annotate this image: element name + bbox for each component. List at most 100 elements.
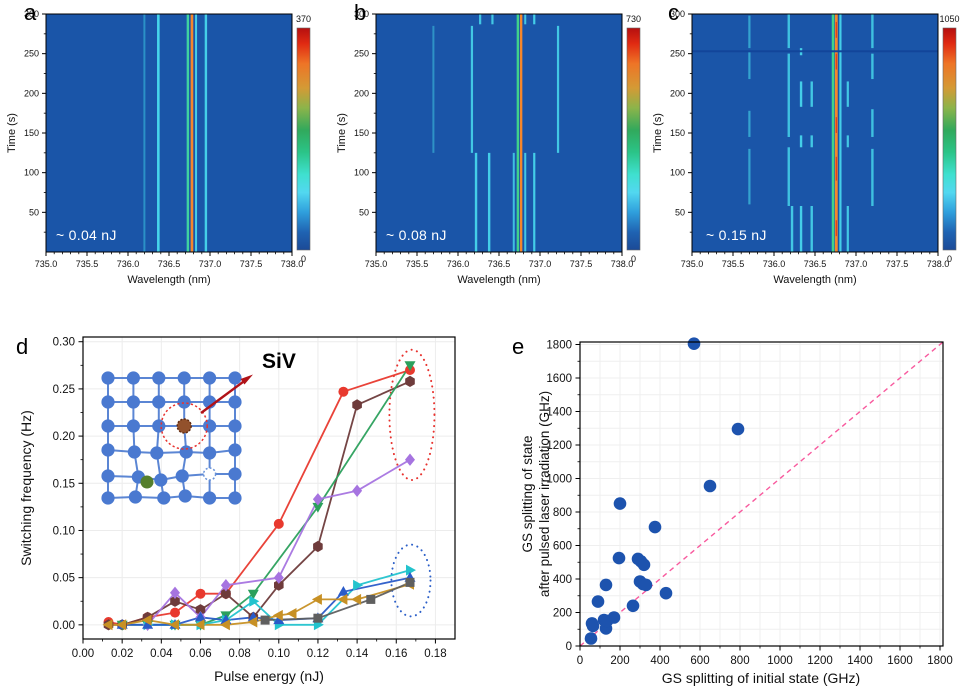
svg-text:200: 200 — [670, 88, 685, 98]
svg-text:200: 200 — [24, 88, 39, 98]
svg-text:300: 300 — [670, 9, 685, 19]
svg-text:250: 250 — [670, 49, 685, 59]
svg-text:1200: 1200 — [546, 440, 572, 452]
svg-text:0.30: 0.30 — [53, 337, 75, 349]
svg-text:800: 800 — [730, 655, 749, 667]
svg-text:0.20: 0.20 — [53, 431, 75, 443]
panel-b-x-axis-label: Wavelength (nm) — [457, 274, 541, 286]
svg-text:200: 200 — [553, 608, 572, 620]
svg-text:735.5: 735.5 — [406, 259, 429, 269]
panel-a: 735.0 735.5 736.0 736.5 737.0 737.5 738.0 50 100… — [0, 0, 330, 300]
svg-text:600: 600 — [690, 655, 709, 667]
svg-text:300: 300 — [354, 9, 369, 19]
svg-text:370: 370 — [296, 14, 311, 24]
panel-d-y-axis-label: Switching frequency (Hz) — [18, 410, 34, 566]
panel-b-y-axis-label: Time (s) — [336, 113, 348, 153]
svg-text:150: 150 — [670, 128, 685, 138]
svg-text:50: 50 — [29, 207, 39, 217]
svg-text:1400: 1400 — [546, 407, 572, 419]
panel-e-x-axis-label: GS splitting of initial state (GHz) — [661, 670, 861, 686]
svg-text:0.10: 0.10 — [268, 648, 290, 660]
svg-text:737.5: 737.5 — [240, 259, 263, 269]
svg-text:736.5: 736.5 — [158, 259, 181, 269]
panel-a-letter: a — [24, 0, 37, 25]
panel-d-x-axis-label: Pulse energy (nJ) — [214, 668, 324, 684]
svg-text:738.0: 738.0 — [281, 259, 304, 269]
panel-b-pulse-energy-annotation: ~ 0.08 nJ — [386, 227, 447, 243]
panel-e-y-axis-label: GS splitting of state after pulsed laser… — [519, 391, 553, 597]
svg-text:736.0: 736.0 — [447, 259, 470, 269]
svg-text:100: 100 — [670, 168, 685, 178]
svg-text:0.00: 0.00 — [53, 620, 75, 632]
svg-text:0: 0 — [566, 641, 572, 653]
svg-text:200: 200 — [610, 655, 629, 667]
panel-b-letter: b — [354, 0, 367, 25]
svg-text:738.0: 738.0 — [611, 259, 634, 269]
svg-text:0.04: 0.04 — [150, 648, 173, 660]
panel-e: 0 200 400 600 800 1000 1200 1400 1600 1800 0 200 400… — [490, 330, 962, 691]
svg-text:0.25: 0.25 — [53, 384, 75, 396]
panel-d: 0.00 0.02 0.04 0.06 0.08 0.10 0.12 0.14 0.16 0.18… — [4, 330, 490, 691]
svg-text:1000: 1000 — [767, 655, 793, 667]
svg-text:1800: 1800 — [546, 340, 572, 352]
svg-text:0: 0 — [301, 254, 306, 264]
svg-text:730: 730 — [626, 14, 641, 24]
svg-text:735.5: 735.5 — [722, 259, 745, 269]
svg-text:1050: 1050 — [939, 14, 959, 24]
svg-text:0.06: 0.06 — [189, 648, 211, 660]
svg-text:250: 250 — [354, 49, 369, 59]
svg-text:50: 50 — [359, 207, 369, 217]
svg-text:300: 300 — [24, 9, 39, 19]
svg-text:600: 600 — [553, 541, 572, 553]
panel-c: 735.0 735.5 736.0 736.5 737.0 737.5 738.0 50 100… — [646, 0, 962, 300]
panel-c-pulse-energy-annotation: ~ 0.15 nJ — [706, 227, 767, 243]
svg-text:737.0: 737.0 — [529, 259, 552, 269]
svg-text:100: 100 — [354, 168, 369, 178]
svg-text:737.5: 737.5 — [886, 259, 909, 269]
panel-a-pulse-energy-annotation: ~ 0.04 nJ — [56, 227, 117, 243]
svg-text:200: 200 — [354, 88, 369, 98]
svg-text:250: 250 — [24, 49, 39, 59]
gs-splitting-scatter-chart: 0 200 400 600 800 1000 1200 1400 1600 1800 0 200 400… — [546, 337, 953, 667]
svg-text:0.15: 0.15 — [53, 478, 75, 490]
svg-text:150: 150 — [24, 128, 39, 138]
svg-text:50: 50 — [675, 207, 685, 217]
switching-frequency-chart: 0.00 0.02 0.04 0.06 0.08 0.10 0.12 0.14 0.16 0.18… — [53, 336, 456, 660]
panel-b: 735.0 735.5 736.0 736.5 737.0 737.5 738.0 50 100… — [330, 0, 660, 300]
svg-text:1200: 1200 — [807, 655, 833, 667]
svg-text:735.0: 735.0 — [365, 259, 388, 269]
svg-text:100: 100 — [24, 168, 39, 178]
svg-text:0: 0 — [631, 254, 636, 264]
svg-text:800: 800 — [553, 507, 572, 519]
svg-text:0.14: 0.14 — [346, 648, 369, 660]
panel-a-y-axis-label: Time (s) — [6, 113, 18, 153]
svg-text:1400: 1400 — [847, 655, 873, 667]
svg-text:0.05: 0.05 — [53, 573, 75, 585]
svg-text:736.0: 736.0 — [763, 259, 786, 269]
svg-text:737.0: 737.0 — [845, 259, 868, 269]
svg-text:0.10: 0.10 — [53, 525, 75, 537]
panel-a-x-axis-label: Wavelength (nm) — [127, 274, 211, 286]
svg-text:736.0: 736.0 — [117, 259, 140, 269]
svg-text:736.5: 736.5 — [804, 259, 827, 269]
svg-text:1000: 1000 — [546, 474, 572, 486]
siv-inset-label: SiV — [262, 350, 296, 373]
svg-text:736.5: 736.5 — [488, 259, 511, 269]
panel-c-y-axis-label: Time (s) — [652, 113, 664, 153]
heatmap-c-plot: 735.0 735.5 736.0 736.5 737.0 737.5 738.0 50 100… — [670, 9, 960, 269]
panel-c-x-axis-label: Wavelength (nm) — [773, 274, 857, 286]
svg-text:0.08: 0.08 — [228, 648, 250, 660]
panel-e-y-axis-label-line2: after pulsed laser irradiation (GHz) — [537, 390, 552, 598]
svg-text:0: 0 — [577, 655, 583, 667]
svg-text:0.12: 0.12 — [307, 648, 329, 660]
panel-e-y-axis-label-line1: GS splitting of state — [520, 435, 535, 553]
svg-text:735.5: 735.5 — [76, 259, 99, 269]
svg-text:0.02: 0.02 — [111, 648, 133, 660]
svg-text:1600: 1600 — [887, 655, 913, 667]
panel-e-letter: e — [512, 334, 525, 359]
svg-text:0.00: 0.00 — [72, 648, 94, 660]
svg-text:737.0: 737.0 — [199, 259, 222, 269]
svg-text:400: 400 — [553, 574, 572, 586]
heatmap-b-plot: 735.0 735.5 736.0 736.5 737.0 737.5 738.0 50 100… — [354, 9, 641, 269]
